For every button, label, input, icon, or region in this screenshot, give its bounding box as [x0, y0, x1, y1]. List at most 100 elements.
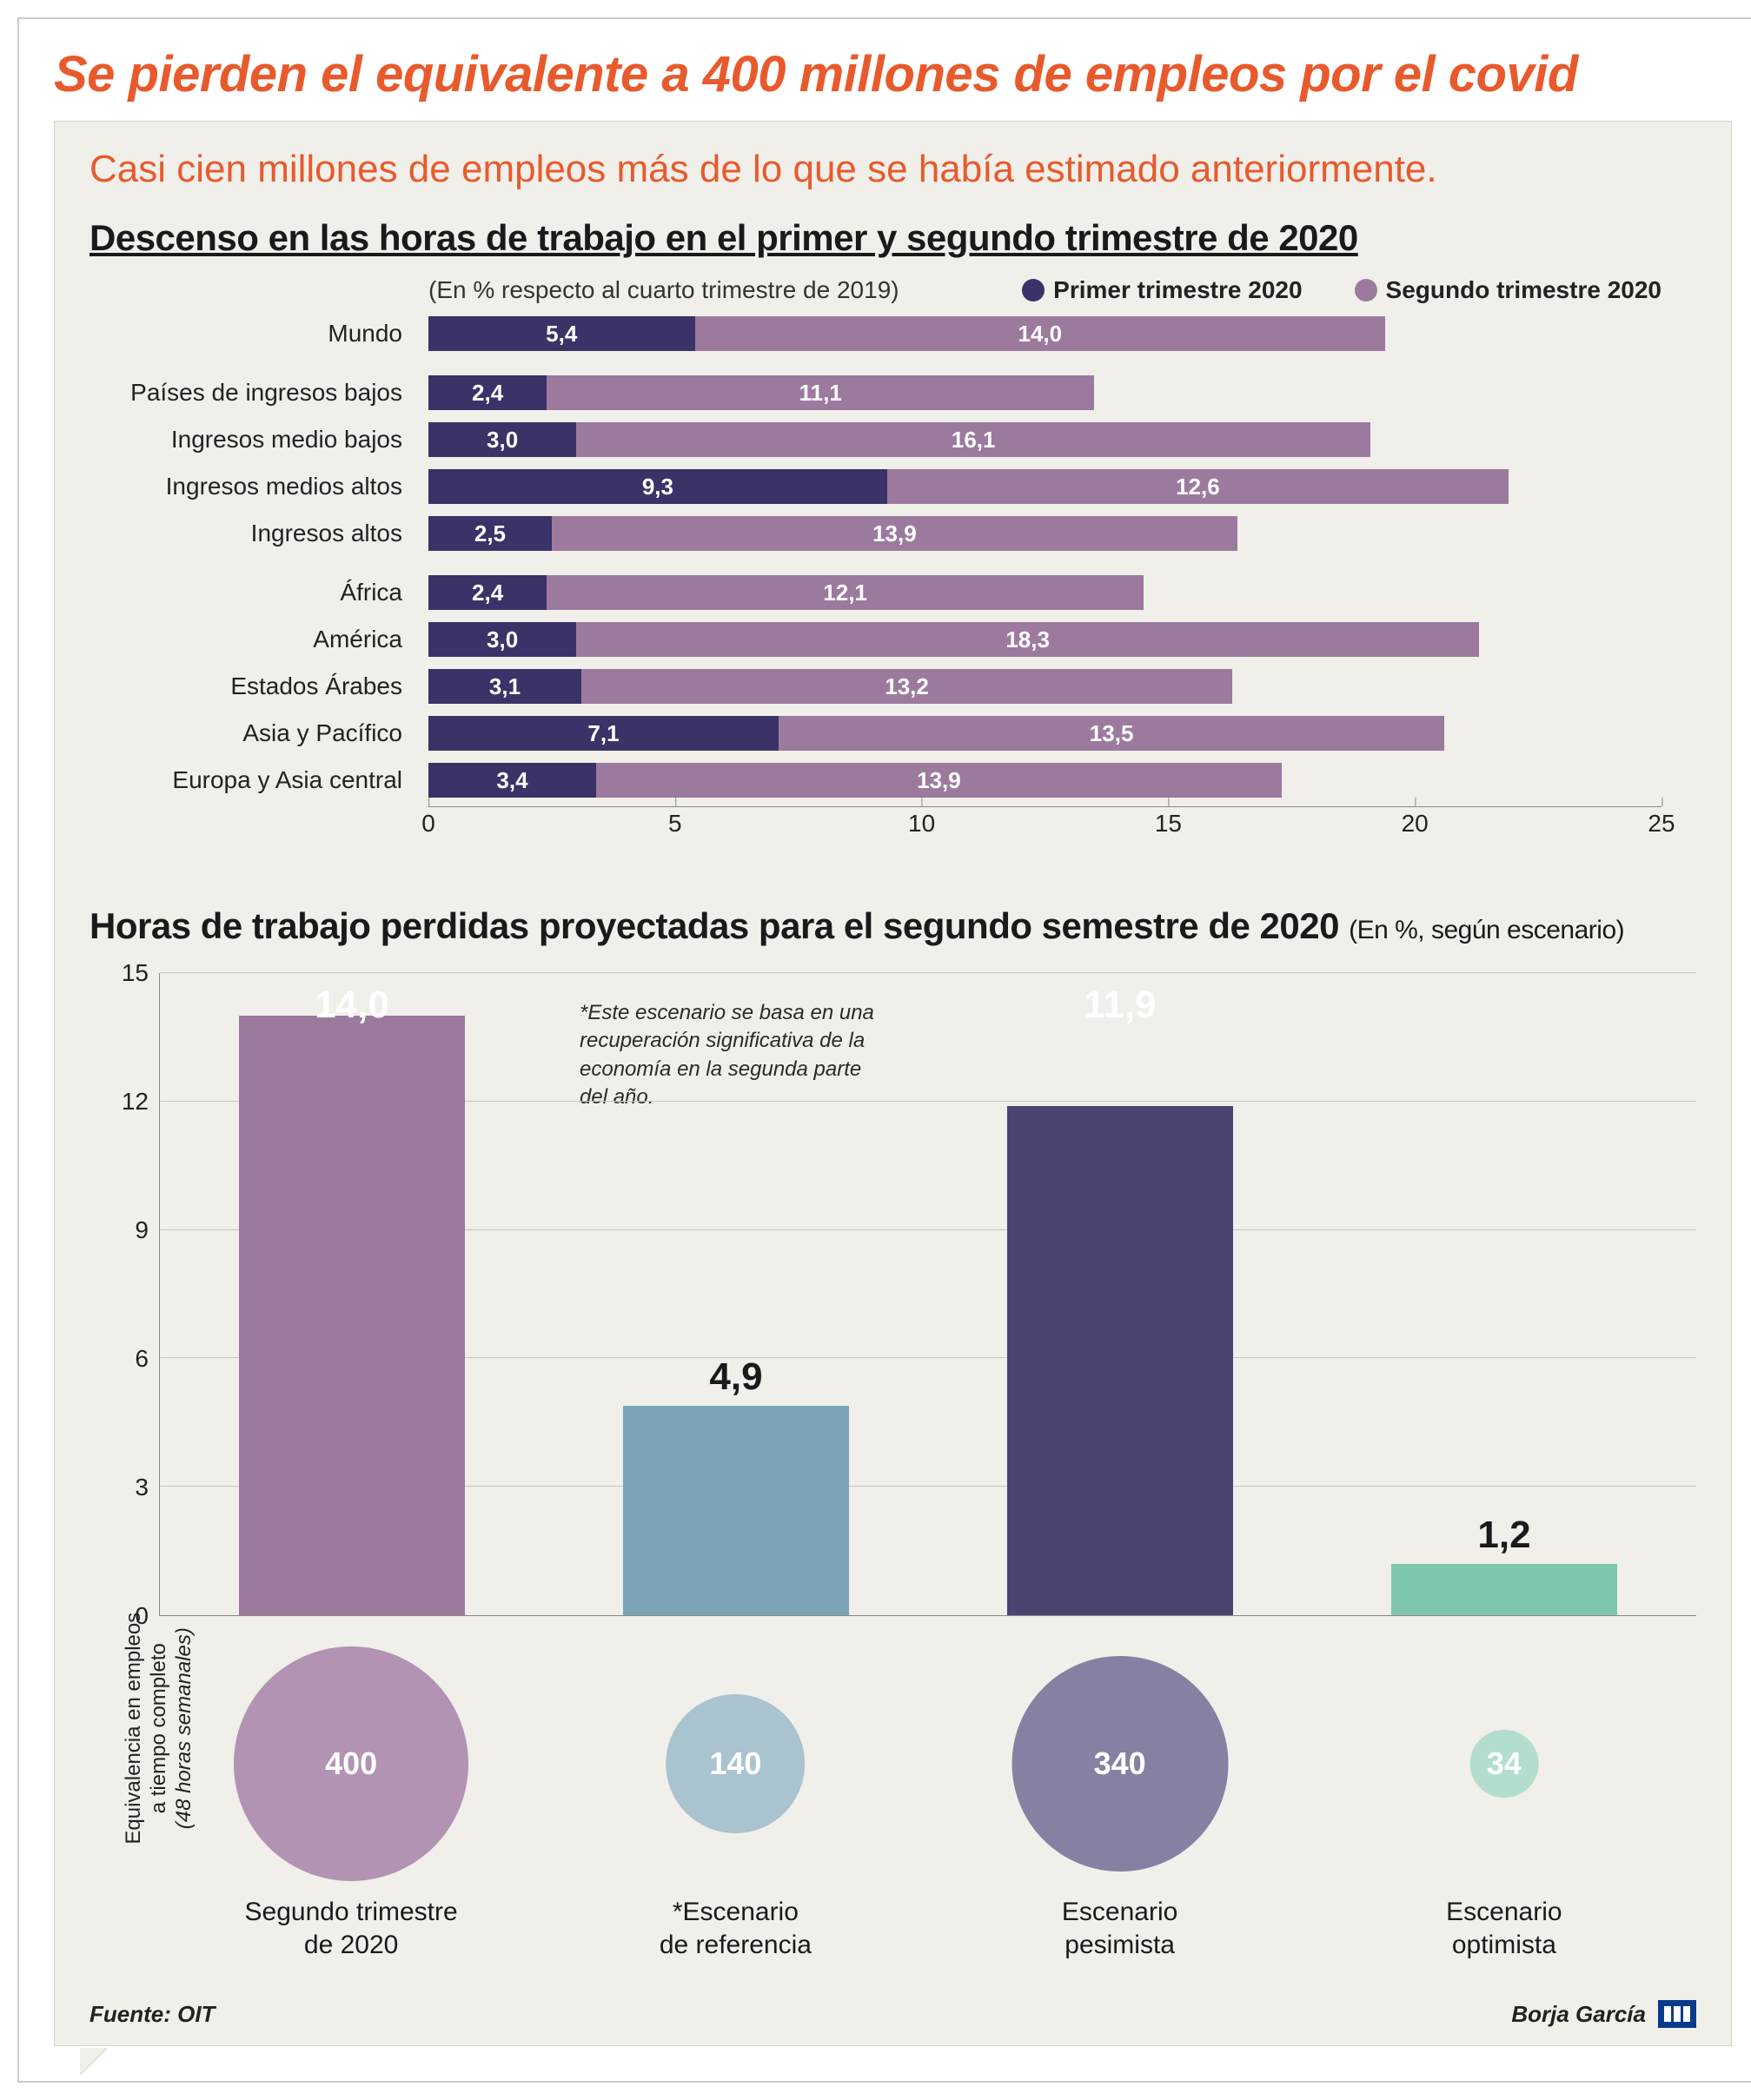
vertical-bar: 4,9: [623, 973, 849, 1615]
bar-segment-q1: 2,5: [428, 516, 552, 551]
bar-segment-q2: 13,2: [581, 669, 1232, 704]
equivalence-circle: 34: [1470, 1730, 1539, 1799]
bar-segment-q2: 12,1: [547, 575, 1144, 610]
bar-value-label: 4,9: [623, 1355, 849, 1399]
bar-value-q2: 18,3: [997, 626, 1058, 653]
bar-row: Ingresos medios altos 9,3 12,6: [428, 466, 1661, 507]
bar-value-q1: 3,1: [481, 673, 529, 700]
category-label: *Escenariode referencia: [605, 1896, 866, 1961]
bar-value-q1: 2,4: [463, 580, 512, 606]
bar-row: América 3,0 18,3: [428, 619, 1661, 660]
bar-row: Ingresos altos 2,5 13,9: [428, 513, 1661, 554]
chart2-title-row: Horas de trabajo perdidas proyectadas pa…: [90, 905, 1696, 947]
category-label: Segundo trimestrede 2020: [221, 1896, 481, 1961]
x-tick: 15: [1155, 810, 1182, 838]
title-bar: Se pierden el equivalente a 400 millones…: [19, 19, 1751, 121]
bar-value-q2: 16,1: [943, 427, 1005, 454]
bar-row: Ingresos medio bajos 3,0 16,1: [428, 419, 1661, 460]
bar-row: Países de ingresos bajos 2,4 11,1: [428, 372, 1661, 414]
equivalence-circle: 140: [667, 1694, 806, 1833]
chart1-title: Descenso en las horas de trabajo en el p…: [90, 217, 1696, 259]
main-title: Se pierden el equivalente a 400 millones…: [54, 45, 1732, 103]
bar-label: Asia y Pacífico: [90, 719, 415, 747]
bar-value-q2: 13,2: [876, 673, 938, 700]
bar-segment-q1: 3,0: [428, 422, 576, 457]
y-tick: 15: [122, 959, 149, 987]
bar-value-q1: 3,4: [487, 767, 536, 794]
bar-value-label: 14,0: [239, 984, 465, 1064]
bar-segment-q2: 18,3: [576, 622, 1479, 657]
bar-value-q2: 13,5: [1081, 720, 1143, 747]
bar-row: Europa y Asia central 3,4 13,9: [428, 759, 1661, 801]
bar-fill: [623, 1406, 849, 1615]
bar-fill: [239, 1016, 465, 1615]
bar-value-q1: 2,4: [463, 380, 512, 407]
bar-label: Países de ingresos bajos: [90, 379, 415, 407]
category-label: Escenariopesimista: [990, 1896, 1250, 1961]
bar-segment-q2: 13,9: [552, 516, 1237, 551]
bar-segment-q1: 7,1: [428, 716, 779, 751]
bar-segment-q2: 14,0: [695, 316, 1386, 351]
chart1-header: (En % respecto al cuarto trimestre de 20…: [428, 276, 1661, 304]
chart2-title: Horas de trabajo perdidas proyectadas pa…: [90, 905, 1339, 946]
bar-segment-q1: 2,4: [428, 575, 547, 610]
bar-row: Mundo 5,4 14,0: [428, 313, 1661, 354]
bar-label: Ingresos medios altos: [90, 473, 415, 500]
bar-value-q1: 2,5: [466, 520, 514, 547]
x-tick: 25: [1648, 810, 1675, 838]
x-tick: 20: [1402, 810, 1429, 838]
bar-track: 7,1 13,5: [428, 716, 1661, 751]
chart2-title-subnote: (En %, según escenario): [1349, 916, 1624, 944]
x-tick: 0: [421, 810, 435, 838]
bar-value-label: 11,9: [1007, 984, 1233, 1155]
equivalence-circle: 400: [234, 1646, 468, 1881]
bar-value-q1: 7,1: [579, 720, 627, 747]
bar-segment-q2: 13,9: [596, 763, 1282, 798]
bar-segment-q1: 2,4: [428, 375, 547, 410]
bar-segment-q2: 16,1: [576, 422, 1370, 457]
bar-track: 3,4 13,9: [428, 763, 1661, 798]
chart1-legend: Primer trimestre 2020Segundo trimestre 2…: [1022, 276, 1661, 304]
bar-row: Estados Árabes 3,1 13,2: [428, 666, 1661, 707]
bar-value-q1: 3,0: [478, 427, 527, 454]
y-tick: 12: [122, 1088, 149, 1116]
chart1-x-axis-line: [428, 806, 1661, 807]
bar-fill: [1391, 1564, 1617, 1615]
bar-track: 2,5 13,9: [428, 516, 1661, 551]
legend-label: Segundo trimestre 2020: [1386, 276, 1661, 304]
bar-value-q2: 13,9: [908, 767, 970, 794]
bar-track: 5,4 14,0: [428, 316, 1661, 351]
bar-segment-q2: 12,6: [887, 469, 1509, 504]
x-tick: 5: [668, 810, 682, 838]
bar-segment-q2: 13,5: [779, 716, 1444, 751]
y-tick: 9: [135, 1216, 149, 1244]
infographic-container: Se pierden el equivalente a 400 millones…: [17, 17, 1751, 2083]
chart1-x-axis: 0510152025: [428, 810, 1661, 862]
chart2-category-labels: Segundo trimestrede 2020 *Escenariode ref…: [90, 1896, 1696, 1974]
bar-label: África: [90, 579, 415, 606]
bar-row: África 2,4 12,1: [428, 572, 1661, 613]
content-panel: Casi cien millones de empleos más de lo …: [54, 121, 1732, 2046]
x-tick: 10: [908, 810, 935, 838]
bar-value-q1: 3,0: [478, 626, 527, 653]
bar-track: 3,0 16,1: [428, 422, 1661, 457]
bar-label: Europa y Asia central: [90, 766, 415, 794]
chart2-plot-area: *Este escenario se basa en una recuperac…: [159, 973, 1696, 1616]
bar-value-q2: 12,1: [814, 580, 876, 606]
chart2-y-axis: 03691215: [90, 973, 159, 1616]
vertical-bar: 11,9: [1007, 973, 1233, 1615]
chart1: (En % respecto al cuarto trimestre de 20…: [90, 276, 1696, 862]
bar-fill: [1007, 1106, 1233, 1615]
y-tick: 6: [135, 1345, 149, 1373]
legend-swatch-icon: [1022, 279, 1045, 301]
legend-item: Segundo trimestre 2020: [1355, 276, 1661, 304]
bar-segment-q1: 5,4: [428, 316, 695, 351]
bar-track: 9,3 12,6: [428, 469, 1661, 504]
bar-track: 2,4 12,1: [428, 575, 1661, 610]
category-label: Escenariooptimista: [1374, 1896, 1635, 1961]
chart2: 03691215 *Este escenario se basa en una …: [90, 973, 1696, 1616]
chart1-bar-area: Mundo 5,4 14,0 Países de ingresos bajos …: [428, 313, 1661, 801]
bar-label: Estados Árabes: [90, 672, 415, 700]
equivalence-circle: 340: [1011, 1656, 1228, 1872]
bar-track: 3,1 13,2: [428, 669, 1661, 704]
